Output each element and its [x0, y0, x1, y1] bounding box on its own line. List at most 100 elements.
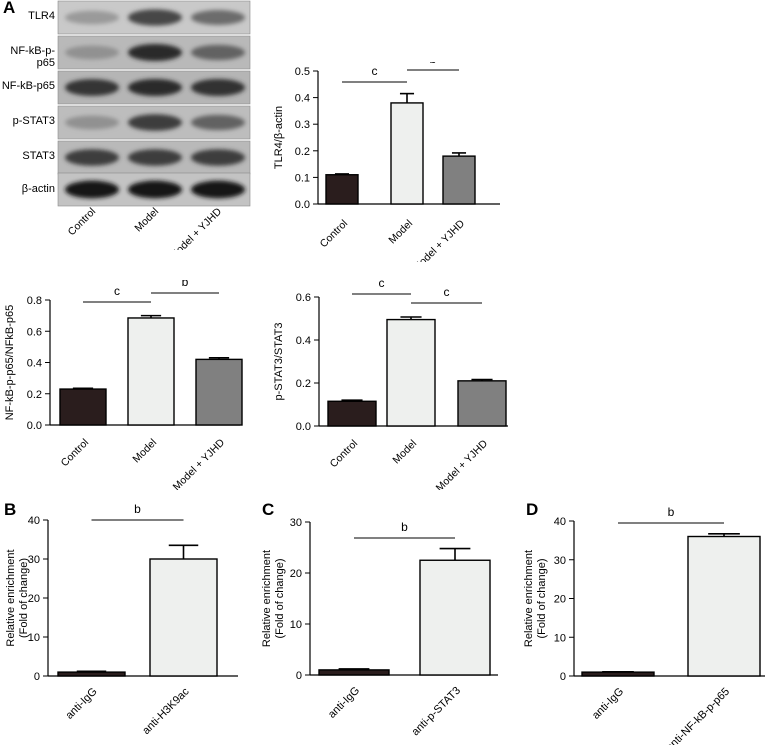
y-tick-label: 0.4: [27, 358, 42, 370]
category-label-1: anti-NF-kB-p-p65: [664, 686, 732, 745]
significance-label: c: [114, 284, 120, 298]
blot-band-r0-l2: [191, 10, 245, 25]
y-tick-label: 0: [34, 671, 40, 683]
bar-1: [127, 317, 175, 426]
blot-band-r0-l1: [128, 9, 182, 26]
bar-1: [386, 318, 436, 427]
significance-label: b: [668, 505, 675, 519]
panel-letter-c: C: [262, 500, 275, 519]
blot-band-r2-l0: [65, 79, 119, 96]
y-tick-label: 0: [560, 671, 566, 683]
y-axis-label: (Fold of change): [536, 558, 548, 638]
blot-band-r1-l1: [128, 43, 182, 62]
blot-lane-label: Control: [66, 206, 98, 238]
bar-0: [581, 671, 655, 677]
blot-label-nfkb-p-p65: NF-kB-p-p65: [10, 45, 55, 69]
bar-0: [327, 400, 377, 427]
category-label-2: Model + YJHD: [434, 437, 491, 490]
blot-band-r3-l0: [65, 115, 119, 130]
bar-2: [457, 380, 507, 427]
bar-0: [318, 669, 390, 676]
blot-label-nfkb-p65: NF-kB-p65: [1, 80, 55, 92]
category-label-0: anti-IgG: [590, 686, 626, 722]
blot-label-p-stat3: p-STAT3: [12, 115, 55, 127]
y-axis-label: Relative enrichment: [261, 550, 273, 647]
blot-band-r3-l2: [191, 114, 245, 131]
category-label-1: anti-H3K9ac: [140, 685, 192, 737]
y-tick-label: 0.6: [27, 326, 42, 338]
y-axis-label: (Fold of change): [18, 558, 30, 638]
blot-lane-label: Model + YJHD: [168, 205, 225, 250]
blot-label-beta-actin: β-actin: [21, 183, 55, 195]
category-label-1: Model: [386, 218, 415, 247]
y-tick-label: 0.0: [27, 420, 42, 432]
y-tick-label: 0.2: [27, 389, 42, 401]
blot-band-r1-l0: [65, 45, 119, 60]
y-tick-label: 20: [28, 593, 40, 605]
chart-chip-nfkb-p-p65: 0 10 20 30 40 Relative enrichment (Fold of cha…: [523, 505, 765, 745]
y-tick-label: 10: [554, 632, 566, 644]
y-tick-label: 30: [554, 555, 566, 567]
category-label-0: Control: [328, 438, 360, 470]
blot-band-r1-l2: [191, 44, 245, 61]
blot-image: Control Model Model + YJHD: [57, 0, 251, 250]
blot-band-r2-l1: [128, 78, 182, 97]
y-axis-label: (Fold of change): [274, 558, 286, 638]
y-axis-label: NF-kB-p-p65/NFkB-p65: [4, 305, 16, 421]
bar-2: [195, 358, 243, 426]
y-tick-label: 0.5: [295, 66, 310, 78]
category-label-0: Control: [59, 437, 91, 469]
y-tick-label: 0.4: [296, 335, 311, 347]
blot-band-r4-l0: [65, 149, 119, 166]
bar-1: [149, 558, 218, 677]
y-tick-label: 0.0: [296, 421, 311, 433]
bar-0: [57, 671, 126, 677]
y-tick-label: 20: [554, 594, 566, 606]
y-axis-label: p-STAT3/STAT3: [273, 322, 285, 400]
category-label-1: Model: [390, 438, 419, 467]
y-tick-label: 20: [290, 568, 302, 580]
blot-band-r4-l2: [191, 149, 245, 166]
bar-0: [59, 388, 107, 426]
category-label-0: Control: [318, 218, 350, 250]
panel-letter-d: D: [526, 500, 539, 519]
y-tick-label: 0.2: [296, 378, 311, 390]
y-tick-label: 0.6: [296, 292, 311, 304]
category-label-2: Model + YJHD: [171, 436, 228, 490]
category-label-2: Model + YJHD: [411, 217, 468, 262]
bar-1: [390, 102, 424, 205]
blot-band-r3-l1: [128, 114, 182, 131]
blot-row-labels: TLR4 NF-kB-p-p65 NF-kB-p65 p-STAT3 STAT3…: [0, 0, 55, 210]
significance-label: b: [401, 520, 408, 534]
significance-label: b: [134, 502, 141, 516]
blot-band-r5-l0: [65, 180, 119, 199]
chart-tlr4: 0.0 0.1 0.2 0.3 0.4 0.5 TLR4/β-actin Control Mod…: [273, 62, 500, 262]
y-axis-label: Relative enrichment: [5, 549, 17, 646]
y-axis-label: TLR4/β-actin: [273, 106, 285, 169]
category-label-0: anti-IgG: [326, 685, 362, 721]
significance-label: c: [379, 280, 385, 290]
blot-band-r4-l1: [128, 149, 182, 166]
blot-label-stat3: STAT3: [22, 150, 55, 162]
blot-band-r2-l2: [191, 79, 245, 96]
category-label-0: anti-IgG: [63, 686, 99, 722]
y-tick-label: 40: [554, 516, 566, 528]
western-blot-panel: TLR4 NF-kB-p-p65 NF-kB-p65 p-STAT3 STAT3…: [0, 0, 260, 250]
y-tick-label: 0.1: [295, 172, 310, 184]
y-tick-label: 0.4: [295, 93, 310, 105]
y-tick-label: 0.0: [295, 199, 310, 211]
y-tick-label: 0.2: [295, 146, 310, 158]
y-tick-label: 0.8: [27, 295, 42, 307]
panel-letter-b: B: [4, 500, 17, 519]
chart-p-stat3: 0.0 0.2 0.4 0.6 p-STAT3/STAT3 Control Model Mod…: [273, 280, 508, 490]
y-tick-label: 30: [28, 554, 40, 566]
category-label-1: Model: [130, 437, 159, 466]
y-tick-label: 0: [296, 670, 302, 682]
significance-label: c: [372, 64, 378, 78]
bar-2: [442, 155, 476, 205]
y-tick-label: 30: [290, 517, 302, 529]
blot-label-tlr4: TLR4: [28, 10, 55, 22]
panel-letter-a: A: [3, 0, 16, 17]
chart-nfkb-p65: 0.0 0.2 0.4 0.6 0.8 NF-kB-p-p65/NFkB-p65 Contr…: [4, 280, 243, 490]
bar-0: [325, 174, 359, 205]
